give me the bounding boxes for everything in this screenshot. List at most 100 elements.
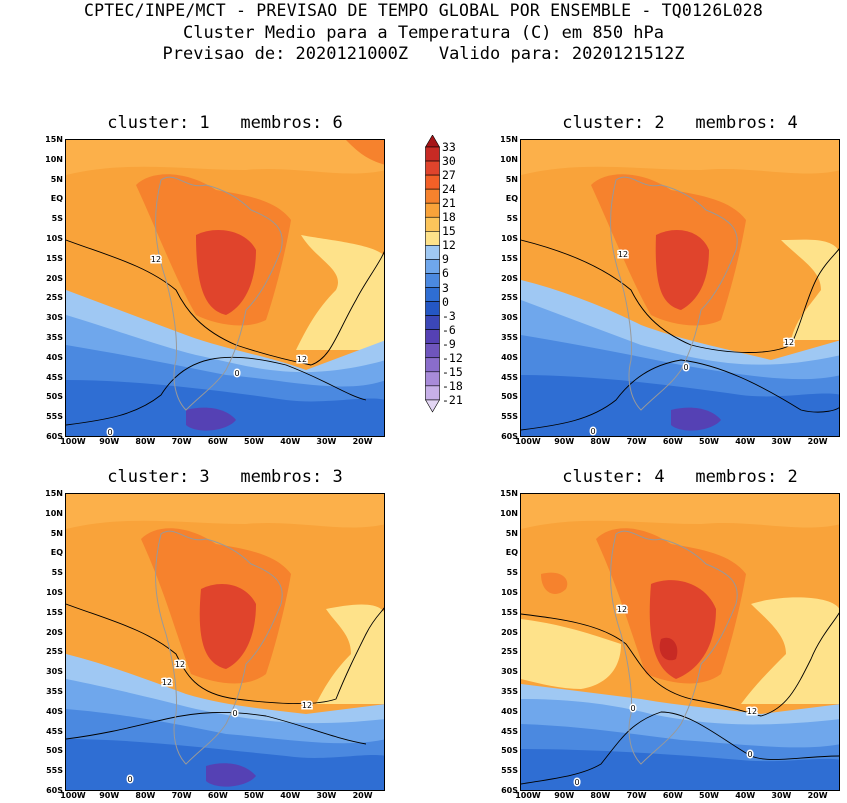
contour-label: 12 <box>175 660 185 669</box>
lon-tick-label: 100W <box>60 437 86 446</box>
contour-label: 0 <box>747 750 752 759</box>
lat-tick-label: 10S <box>501 234 518 243</box>
band-15 <box>66 140 384 175</box>
lat-tick-label: 15S <box>501 253 518 263</box>
lat-tick-label: 20S <box>46 273 63 283</box>
band-12-east <box>781 239 839 340</box>
contour-12 <box>521 612 839 717</box>
panel-1-title: cluster: 1 membros: 6 <box>107 113 343 133</box>
contour-label: 12 <box>151 255 161 264</box>
header-subtitle: Cluster Medio para a Temperatura (C) em … <box>182 23 665 43</box>
lat-tick-label: EQ <box>505 194 518 204</box>
lat-tick-label: 5N <box>50 174 63 184</box>
colorbar-swatch <box>425 231 440 246</box>
map-cluster-4: 12 12 0 0 0 <box>521 494 839 790</box>
band-0 <box>66 380 384 436</box>
lon-tick-label: 90W <box>554 791 575 800</box>
lat-tick-label: 25S <box>501 647 518 657</box>
lat-tick-label: EQ <box>505 548 518 558</box>
lat-tick-label: 20S <box>46 627 63 637</box>
colorbar-label: -6 <box>442 322 456 337</box>
lon-tick-label: 20W <box>352 791 373 800</box>
band-12-east <box>316 604 384 704</box>
band-12-east <box>741 597 839 704</box>
lat-tick-label: 55S <box>46 766 63 776</box>
map-panel-cluster-3: 12 12 12 0 0 <box>65 493 385 791</box>
colorbar-swatch <box>425 216 440 232</box>
band-cold-south <box>671 407 721 431</box>
colorbar-swatch <box>425 245 440 260</box>
lat-tick-label: 30S <box>46 313 63 323</box>
lat-tick-label: 10S <box>46 588 63 597</box>
colorbar-label: 21 <box>442 196 456 211</box>
lat-tick-label: 20S <box>501 627 518 637</box>
lat-tick-label: 60S <box>46 786 63 795</box>
lon-tick-label: 70W <box>626 791 647 800</box>
band-12-east <box>296 235 384 350</box>
lat-tick-label: 40S <box>46 706 63 716</box>
lon-tick-label: 20W <box>352 437 373 446</box>
lat-tick-label: 5N <box>505 528 518 538</box>
lat-tick-label: 45S <box>501 372 518 382</box>
lat-tick-label: 10N <box>45 154 63 164</box>
lat-tick-label: 5S <box>51 568 63 578</box>
lat-tick-label: 55S <box>501 766 518 776</box>
lat-tick-label: 35S <box>501 333 518 342</box>
contour-12 <box>66 239 384 366</box>
lon-tick-label: 80W <box>590 791 611 800</box>
band-24 <box>196 230 256 315</box>
colorbar-swatch <box>425 301 440 316</box>
band-21-ne <box>346 140 384 165</box>
lat-tick-label: 40S <box>501 706 518 716</box>
lon-tick-label: 40W <box>280 437 301 446</box>
coastline <box>155 530 283 765</box>
colorbar-label: 15 <box>442 224 456 239</box>
lon-tick-label: 70W <box>171 791 192 800</box>
header-title: CPTEC/INPE/MCT - PREVISAO DE TEMPO GLOBA… <box>84 1 763 20</box>
contour-label: 12 <box>747 707 757 716</box>
contour-label: 0 <box>127 775 132 784</box>
lat-tick-label: 10N <box>500 508 518 518</box>
colorbar-label: -3 <box>442 308 456 323</box>
lon-tick-label: 60W <box>662 437 683 446</box>
lon-tick-label: 40W <box>735 437 756 446</box>
contour-0 <box>66 356 367 426</box>
lat-tick-label: 55S <box>501 412 518 422</box>
lon-tick-label: 100W <box>515 437 541 446</box>
lon-tick-label: 40W <box>280 791 301 800</box>
lon-tick-label: 100W <box>60 791 86 800</box>
lat-tick-label: 25S <box>46 293 63 303</box>
lon-tick-label: 60W <box>662 791 683 800</box>
contour-0 <box>521 711 839 785</box>
lat-tick-label: 15N <box>45 135 63 144</box>
lat-tick-label: 5S <box>506 568 518 578</box>
band-15 <box>521 494 839 529</box>
colorbar-swatch <box>425 343 440 359</box>
contour-0 <box>66 712 367 745</box>
band-15 <box>66 494 384 529</box>
contour-label: 0 <box>107 428 112 437</box>
panel-4-title: cluster: 4 membros: 2 <box>562 467 798 487</box>
band-24 <box>655 230 709 310</box>
contour-label: 12 <box>302 701 312 710</box>
band-12-west <box>521 619 621 689</box>
colorbar-label: -15 <box>442 364 463 379</box>
colorbar-label: 24 <box>442 182 456 197</box>
lat-tick-label: EQ <box>50 194 63 204</box>
lon-tick-label: 30W <box>316 791 337 800</box>
lat-tick-label: 5S <box>506 214 518 224</box>
lon-tick-label: 50W <box>244 791 264 800</box>
colorbar-swatch <box>425 399 440 413</box>
lat-tick-label: 15S <box>46 607 63 617</box>
lat-tick-label: 15S <box>46 253 63 263</box>
lat-tick-label: 15N <box>500 135 518 144</box>
lon-tick-label: 50W <box>699 437 719 446</box>
contour-label: 0 <box>683 363 688 372</box>
contour-label: 12 <box>784 338 794 347</box>
lat-tick-label: 15S <box>501 607 518 617</box>
colorbar-label: 30 <box>442 154 456 169</box>
colorbar-label: 9 <box>442 252 449 267</box>
contour-label: 0 <box>630 704 635 713</box>
band-24 <box>199 584 256 669</box>
lat-tick-label: 50S <box>501 392 518 402</box>
